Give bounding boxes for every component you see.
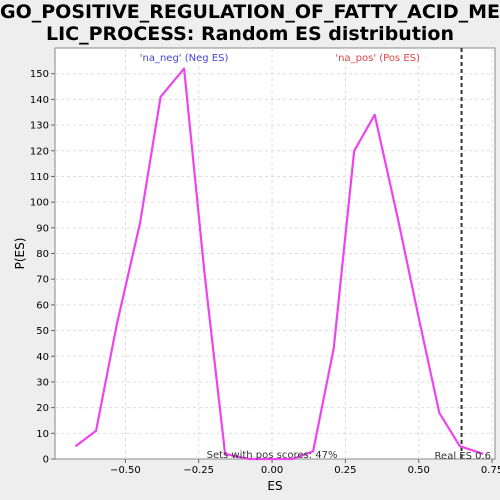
- y-tick-label: 120: [30, 146, 49, 157]
- y-axis: 0 10 20 30 40 50 60 70 80 90 100 110 120 130 140 150: [30, 69, 55, 466]
- x-axis-label: ES: [267, 479, 282, 493]
- chart-title-line-1: GO_POSITIVE_REGULATION_OF_FATTY_ACID_MET…: [0, 1, 500, 23]
- y-tick-label: 80: [36, 249, 49, 260]
- y-tick-label: 40: [36, 352, 49, 363]
- y-tick-label: 60: [36, 300, 49, 311]
- x-tick-label: 0.00: [261, 465, 283, 476]
- chart-title: GO_POSITIVE_REGULATION_OF_FATTY_ACID_MET…: [0, 1, 500, 45]
- neg-es-label: 'na_neg' (Neg ES): [140, 53, 229, 64]
- pos-es-label: 'na_pos' (Pos ES): [335, 53, 420, 64]
- x-tick-label: −0.50: [110, 465, 141, 476]
- y-tick-label: 70: [36, 275, 49, 286]
- x-tick-label: −0.25: [183, 465, 214, 476]
- y-tick-label: 110: [30, 172, 49, 183]
- real-es-label: Real ES 0.6: [435, 451, 491, 462]
- x-axis: −0.50 −0.25 0.00 0.25 0.50 0.75: [110, 459, 500, 476]
- x-tick-label: 0.50: [408, 465, 430, 476]
- y-tick-label: 10: [36, 429, 49, 440]
- y-axis-label: P(ES): [13, 238, 27, 270]
- y-tick-label: 100: [30, 198, 49, 209]
- y-tick-label: 90: [36, 223, 49, 234]
- x-tick-label: 0.25: [334, 465, 356, 476]
- pos-scores-footer: Sets with pos scores: 47%: [207, 450, 338, 461]
- chart-title-line-2: LIC_PROCESS: Random ES distribution: [46, 23, 454, 45]
- y-tick-label: 50: [36, 326, 49, 337]
- x-tick-label: 0.75: [481, 465, 500, 476]
- grid: [55, 48, 495, 459]
- y-tick-label: 150: [30, 69, 49, 80]
- y-tick-label: 30: [36, 377, 49, 388]
- y-tick-label: 130: [30, 121, 49, 132]
- y-tick-label: 140: [30, 95, 49, 106]
- es-distribution-line: [74, 67, 484, 461]
- y-tick-label: 0: [43, 455, 49, 466]
- y-tick-label: 20: [36, 403, 49, 414]
